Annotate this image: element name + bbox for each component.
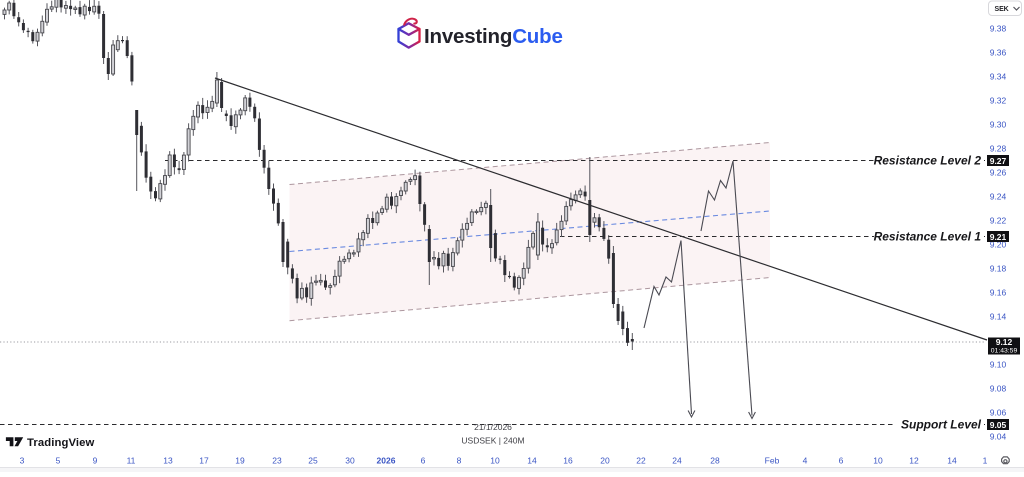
svg-text:Support Level: Support Level — [901, 418, 982, 432]
svg-text:Resistance Level 2: Resistance Level 2 — [874, 154, 982, 168]
svg-text:10: 10 — [490, 456, 500, 466]
svg-text:11: 11 — [127, 456, 136, 466]
svg-text:9.18: 9.18 — [990, 264, 1007, 274]
svg-text:9.28: 9.28 — [990, 144, 1007, 154]
svg-text:TradingView: TradingView — [27, 437, 95, 449]
svg-text:9.21: 9.21 — [990, 232, 1007, 242]
svg-text:2026: 2026 — [377, 456, 396, 466]
svg-text:20: 20 — [600, 456, 610, 466]
svg-text:Resistance Level 1: Resistance Level 1 — [874, 230, 982, 244]
svg-text:9.24: 9.24 — [990, 192, 1007, 202]
svg-text:9.20: 9.20 — [990, 240, 1007, 250]
svg-text:9: 9 — [93, 456, 98, 466]
svg-text:01:43:59: 01:43:59 — [991, 348, 1018, 355]
svg-text:Feb: Feb — [765, 456, 780, 466]
svg-text:9.04: 9.04 — [990, 432, 1007, 442]
svg-text:28: 28 — [710, 456, 720, 466]
svg-text:USDSEK | 240M: USDSEK | 240M — [461, 436, 524, 446]
svg-text:9.36: 9.36 — [990, 48, 1007, 58]
svg-text:SEK: SEK — [995, 6, 1009, 13]
svg-text:9.14: 9.14 — [990, 312, 1007, 322]
svg-text:5: 5 — [56, 456, 61, 466]
svg-text:6: 6 — [839, 456, 844, 466]
svg-text:3: 3 — [20, 456, 25, 466]
svg-text:9.34: 9.34 — [990, 72, 1007, 82]
svg-text:9.06: 9.06 — [990, 408, 1007, 418]
svg-text:30: 30 — [345, 456, 355, 466]
svg-text:9.32: 9.32 — [990, 96, 1007, 106]
svg-text:23: 23 — [272, 456, 282, 466]
svg-text:InvestingCube: InvestingCube — [424, 25, 563, 48]
svg-text:10: 10 — [873, 456, 883, 466]
svg-text:19: 19 — [235, 456, 245, 466]
svg-text:17: 17 — [199, 456, 209, 466]
svg-text:8: 8 — [457, 456, 462, 466]
svg-text:1: 1 — [983, 456, 988, 466]
svg-text:9.38: 9.38 — [990, 24, 1007, 34]
svg-text:14: 14 — [947, 456, 957, 466]
svg-text:25: 25 — [308, 456, 318, 466]
svg-text:12: 12 — [909, 456, 919, 466]
svg-text:9.27: 9.27 — [990, 156, 1007, 166]
svg-text:9.12: 9.12 — [996, 337, 1013, 347]
svg-text:4: 4 — [803, 456, 808, 466]
svg-text:6: 6 — [421, 456, 426, 466]
svg-text:9.08: 9.08 — [990, 384, 1007, 394]
svg-text:22: 22 — [636, 456, 646, 466]
svg-text:9.05: 9.05 — [990, 420, 1007, 430]
svg-text:9.10: 9.10 — [990, 360, 1007, 370]
svg-text:14: 14 — [527, 456, 537, 466]
svg-text:9.26: 9.26 — [990, 168, 1007, 178]
svg-text:21/1/2026: 21/1/2026 — [474, 422, 512, 432]
svg-text:16: 16 — [563, 456, 573, 466]
svg-text:9.30: 9.30 — [990, 120, 1007, 130]
svg-text:9.16: 9.16 — [990, 288, 1007, 298]
svg-text:13: 13 — [163, 456, 173, 466]
svg-text:9.22: 9.22 — [990, 216, 1007, 226]
svg-text:24: 24 — [672, 456, 682, 466]
